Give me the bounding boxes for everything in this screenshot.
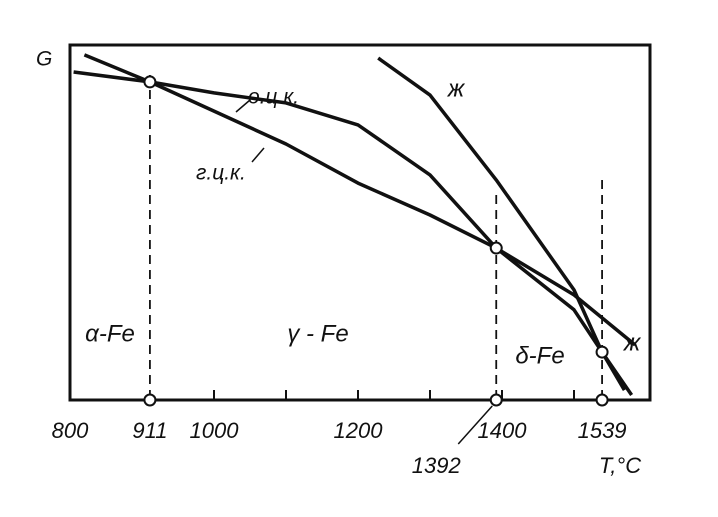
y-axis-label: G: [36, 48, 52, 71]
equilibrium-point: [595, 345, 609, 359]
phase-label: α-Fe: [85, 320, 135, 347]
transition-marker: [489, 393, 503, 407]
series-line: [83, 53, 637, 347]
series-label: ж: [447, 75, 466, 102]
series-line: [73, 70, 626, 391]
x-tick-label: 800: [52, 418, 89, 443]
series-line: [377, 56, 634, 396]
series-label: г.ц.к.: [196, 162, 246, 185]
label-leader: [251, 147, 265, 163]
x-axis-label: T,°C: [599, 453, 641, 478]
x-tick-label: 911: [132, 418, 167, 443]
equilibrium-point: [143, 75, 157, 89]
transition-marker: [595, 393, 609, 407]
label-leader: [235, 99, 251, 113]
x-tick-label: 1400: [478, 418, 528, 443]
x-tick-label: 1392: [412, 453, 461, 478]
x-tick-label: 1539: [578, 418, 627, 443]
x-tick-label: 1000: [190, 418, 240, 443]
plot-frame: [68, 43, 652, 402]
phase-label: γ - Fe: [287, 320, 348, 347]
label-leader: [457, 405, 493, 445]
equilibrium-point: [489, 241, 503, 255]
transition-marker: [143, 393, 157, 407]
phase-label: δ-Fe: [515, 342, 564, 369]
x-tick-label: 1200: [334, 418, 384, 443]
